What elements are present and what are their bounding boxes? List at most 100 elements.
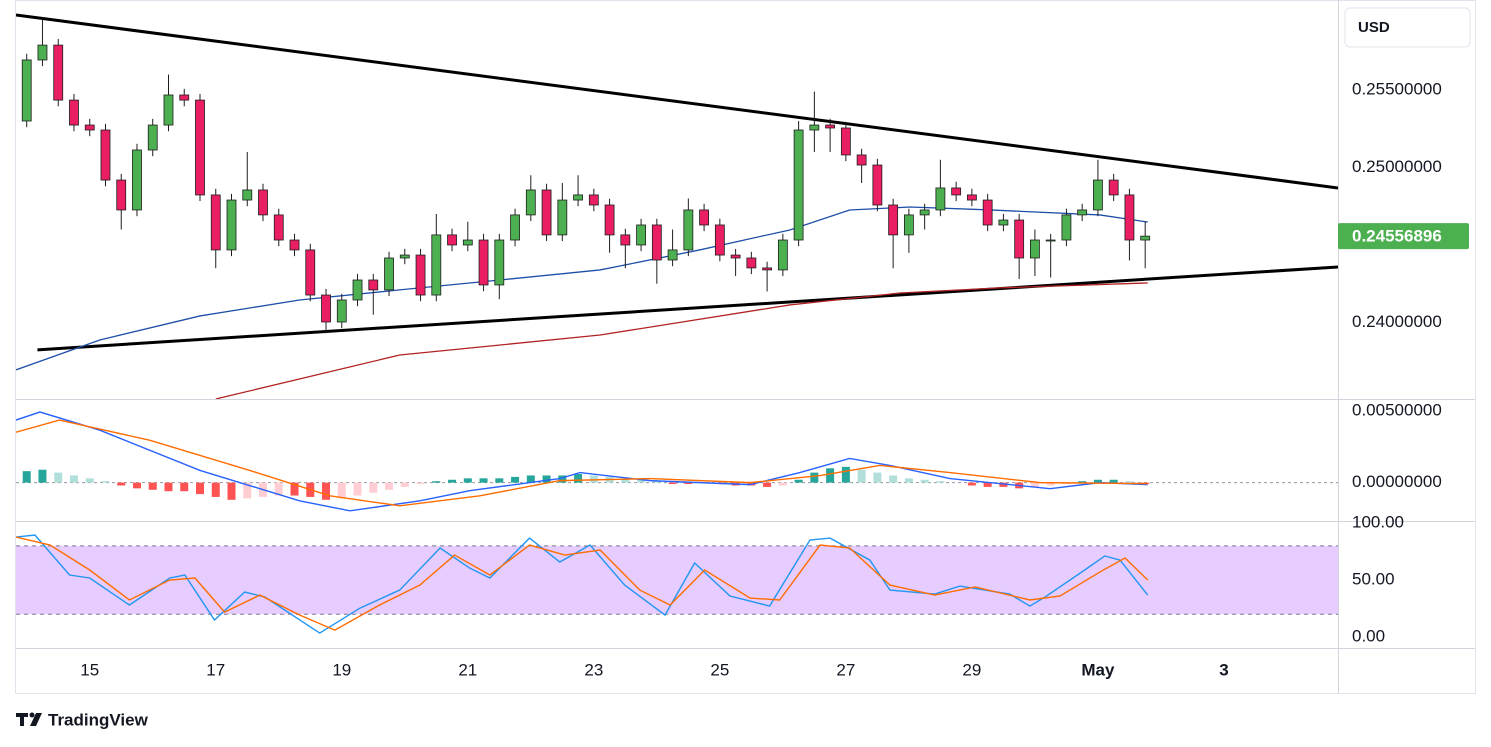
histogram-bar xyxy=(684,482,693,485)
histogram-bar xyxy=(511,476,520,483)
histogram-bar xyxy=(479,478,488,483)
histogram-bar xyxy=(69,475,78,483)
histogram-bar xyxy=(180,482,189,492)
moving-average xyxy=(16,206,1148,371)
histogram-bar xyxy=(432,481,441,483)
candle-body xyxy=(541,189,552,236)
histogram-bar xyxy=(448,479,457,483)
candle-body xyxy=(242,189,253,201)
y-tick-label: 100.00 xyxy=(1352,513,1404,532)
x-tick-label: 15 xyxy=(80,660,99,679)
histogram-bar xyxy=(1078,481,1087,483)
histogram-bar xyxy=(416,482,425,485)
candle-body xyxy=(746,257,757,269)
pane xyxy=(16,411,1338,512)
histogram-bar xyxy=(164,482,173,492)
histogram-bar xyxy=(1109,479,1118,483)
currency-box xyxy=(1344,7,1471,48)
candle-body xyxy=(100,129,111,181)
histogram-bar xyxy=(574,474,583,483)
candle-body xyxy=(793,129,804,241)
candle-body xyxy=(84,124,95,131)
histogram-bar xyxy=(148,482,157,490)
brand-logo xyxy=(16,712,42,726)
moving-average xyxy=(215,282,1148,399)
x-tick-label: 27 xyxy=(836,660,855,679)
candle-body xyxy=(1014,219,1025,259)
histogram-bar xyxy=(857,469,866,483)
candle-body xyxy=(872,164,883,206)
histogram-bar xyxy=(589,475,598,483)
candle-body xyxy=(21,59,32,122)
macd-line xyxy=(16,411,1148,512)
candle-body xyxy=(399,254,410,259)
candle-body xyxy=(321,294,331,323)
candle-body xyxy=(1045,239,1056,242)
candle-body xyxy=(1030,239,1040,259)
candle-body xyxy=(1093,179,1103,211)
x-tick-label: 3 xyxy=(1219,660,1228,679)
candle-body xyxy=(305,249,316,296)
stoch-line xyxy=(16,536,1149,631)
y-tick-label: 50.00 xyxy=(1352,570,1395,589)
histogram-bar xyxy=(243,482,252,499)
candle-body xyxy=(1140,235,1151,241)
histogram-bar xyxy=(983,482,992,487)
histogram-bar xyxy=(1030,482,1039,487)
pane xyxy=(16,534,1338,634)
histogram-bar xyxy=(495,478,504,483)
candle-body xyxy=(809,124,820,131)
candle-body xyxy=(982,199,993,226)
stoch-line xyxy=(16,534,1149,634)
candle-body xyxy=(179,94,190,101)
y-tick-label: 0.00 xyxy=(1352,627,1385,646)
candle-body xyxy=(53,44,64,101)
brand: TradingView xyxy=(48,710,149,729)
candle-body xyxy=(888,204,899,236)
histogram-bar xyxy=(117,482,126,486)
histogram-bar xyxy=(1125,481,1134,483)
histogram-bar xyxy=(621,478,630,483)
histogram-bar xyxy=(38,469,47,483)
last-price-box xyxy=(1338,223,1469,250)
histogram-bar xyxy=(463,478,472,483)
histogram-bar xyxy=(195,482,204,495)
candle-body xyxy=(258,189,268,216)
histogram-bar xyxy=(904,478,913,483)
y-tick-label: 0.24000000 xyxy=(1352,312,1442,331)
candle-body xyxy=(651,224,662,261)
candle-body xyxy=(69,99,79,126)
candle-body xyxy=(620,234,631,246)
candle-body xyxy=(195,99,205,196)
candle-body xyxy=(132,149,142,211)
candle-body xyxy=(856,154,867,166)
x-tick-label: 23 xyxy=(584,660,603,679)
y-tick-label: 0.25000000 xyxy=(1352,157,1442,176)
histogram-bar xyxy=(542,475,551,483)
histogram-bar xyxy=(652,481,661,483)
candle-body xyxy=(163,94,174,126)
candle-body xyxy=(525,189,536,216)
histogram-bar xyxy=(1093,479,1102,483)
histogram-bar xyxy=(873,472,882,483)
histogram-bar xyxy=(826,468,835,483)
histogram-bar xyxy=(920,479,929,483)
histogram-bar xyxy=(400,482,409,487)
candle-body xyxy=(116,179,127,211)
x-tick-label: 19 xyxy=(332,660,351,679)
y-tick-label: 0.00500000 xyxy=(1352,401,1442,420)
histogram-bar xyxy=(936,481,945,483)
candle-body xyxy=(636,224,646,246)
histogram-bar xyxy=(54,472,63,483)
candle-body xyxy=(510,214,520,241)
x-tick-label: 17 xyxy=(206,660,225,679)
frame xyxy=(15,0,1476,694)
histogram-bar xyxy=(227,482,236,500)
candle-body xyxy=(840,127,851,156)
candle-body xyxy=(951,187,962,196)
x-tick-label: 21 xyxy=(458,660,477,679)
candle-body xyxy=(699,209,709,226)
histogram-bar xyxy=(274,482,283,496)
